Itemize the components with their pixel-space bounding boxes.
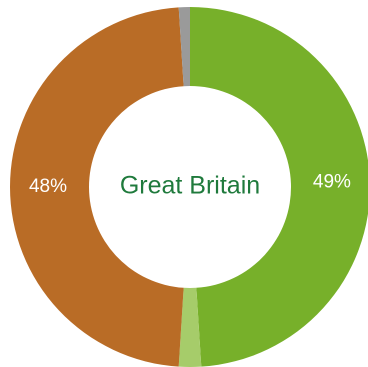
slice-value-label-1: 49% [313, 172, 351, 193]
donut-slice-labels: 49% 48% [29, 172, 351, 197]
donut-slice-3 [10, 7, 184, 367]
center-label: Great Britain [120, 172, 260, 200]
donut-slice-4 [178, 7, 190, 87]
donut-slices [10, 7, 368, 367]
donut-slice-1 [190, 7, 368, 367]
slice-value-label-3: 48% [29, 176, 67, 197]
donut-slice-2 [178, 287, 202, 367]
